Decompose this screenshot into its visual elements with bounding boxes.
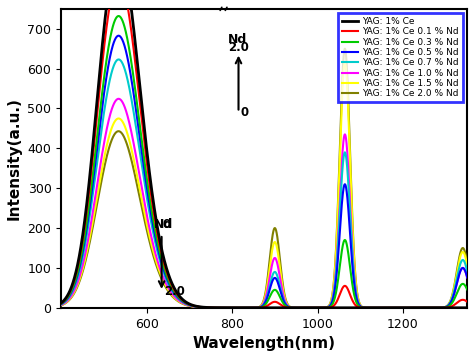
X-axis label: Wavelength(nm): Wavelength(nm)	[192, 336, 336, 351]
Text: 0: 0	[163, 218, 171, 231]
Legend: YAG: 1% Ce, YAG: 1% Ce 0.1 % Nd, YAG: 1% Ce 0.3 % Nd, YAG: 1% Ce 0.5 % Nd, YAG: : YAG: 1% Ce, YAG: 1% Ce 0.1 % Nd, YAG: 1%…	[338, 13, 463, 102]
Text: Nd: Nd	[228, 33, 247, 46]
Text: 0: 0	[241, 106, 249, 120]
Text: Nd: Nd	[155, 218, 173, 231]
Text: 2.0: 2.0	[228, 41, 249, 54]
Y-axis label: Intensity(a.u.): Intensity(a.u.)	[7, 97, 22, 220]
Text: 2.0: 2.0	[164, 285, 185, 298]
